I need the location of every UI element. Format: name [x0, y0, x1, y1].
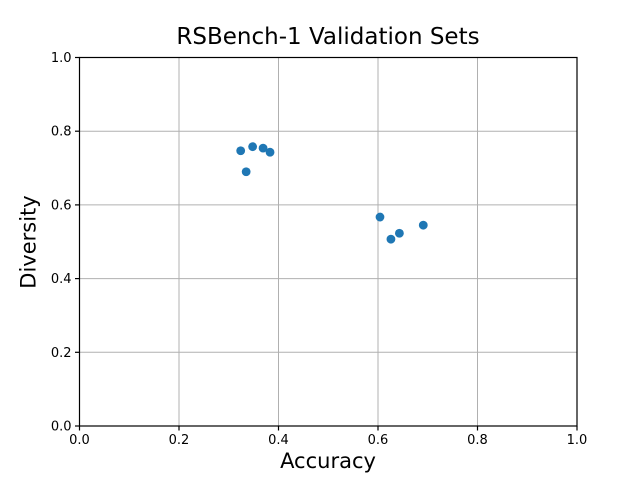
axes-spine [78, 56, 578, 427]
x-tick-label: 0.0 [69, 433, 90, 448]
x-tick-label: 0.6 [368, 433, 389, 448]
scatter-point [258, 143, 268, 153]
y-tick-label: 0.8 [51, 125, 72, 140]
scatter-point [418, 220, 428, 230]
y-axis-label: Diversity [16, 195, 41, 289]
chart-title: RSBench-1 Validation Sets [176, 24, 480, 50]
x-tick-label: 0.2 [169, 433, 190, 448]
y-tick-label: 0.0 [51, 420, 72, 435]
scatter-point [386, 234, 396, 244]
scatter-point [241, 167, 251, 177]
scatter-point [248, 142, 258, 152]
x-tick-label: 0.4 [268, 433, 289, 448]
x-tick-label: 0.8 [467, 433, 488, 448]
x-tick-label: 1.0 [567, 433, 588, 448]
y-tick-label: 1.0 [51, 51, 72, 66]
y-tick-label: 0.6 [51, 198, 72, 213]
y-tick-label: 0.4 [51, 272, 72, 287]
scatter-point [265, 147, 275, 157]
y-tick-label: 0.2 [51, 346, 72, 361]
scatter-point [236, 146, 246, 156]
scatter-point [394, 228, 404, 238]
scatter-point [375, 212, 385, 222]
x-axis-label: Accuracy [280, 449, 376, 473]
